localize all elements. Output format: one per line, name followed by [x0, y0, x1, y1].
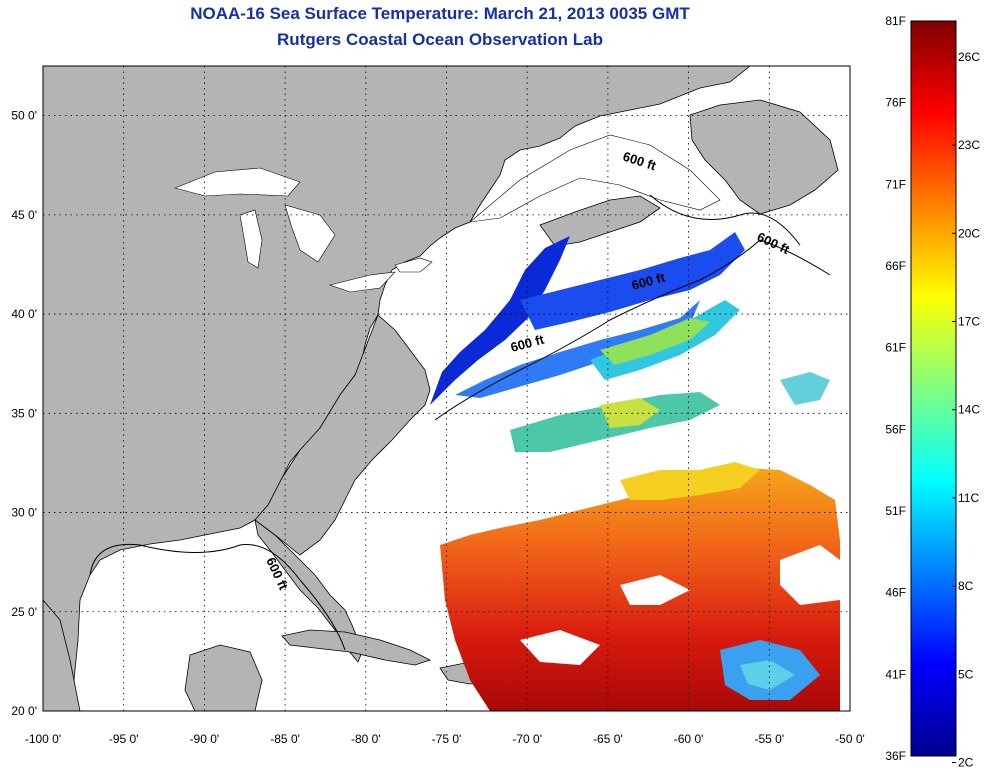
- colorbar-fahrenheit-label: 71F: [885, 177, 906, 191]
- colorbar-fahrenheit-label: 66F: [885, 259, 906, 273]
- colorbar-fahrenheit-label: 76F: [885, 96, 906, 110]
- longitude-tick-label: -75 0': [432, 732, 462, 746]
- land-us-east: [254, 314, 431, 556]
- longitude-labels: -100 0' -95 0' -90 0' -85 0' -80 0' -75 0' -70…: [25, 732, 865, 746]
- colorbar-fahrenheit-label: 36F: [885, 749, 906, 763]
- map-title: NOAA-16 Sea Surface Temperature: March 2…: [190, 4, 690, 23]
- land-yucatan: [43, 599, 263, 711]
- longitude-tick-label: -65 0': [593, 732, 623, 746]
- land-nova-scotia: [539, 195, 661, 247]
- land-newfoundland: [689, 99, 839, 215]
- colorbar-celsius-label: 8C: [958, 579, 974, 593]
- latitude-tick-label: 35 0': [11, 406, 37, 420]
- colorbar-fahrenheit-label: 81F: [885, 14, 906, 28]
- sst-mid-band: [510, 300, 830, 452]
- sst-cold-shelf: [430, 232, 745, 405]
- longitude-tick-label: -70 0': [512, 732, 542, 746]
- contour-600ft: [89, 194, 831, 651]
- great-lakes: [174, 167, 433, 293]
- longitude-tick-label: -85 0': [270, 732, 300, 746]
- latitude-tick-label: 45 0': [11, 208, 37, 222]
- longitude-tick-label: -60 0': [674, 732, 704, 746]
- longitude-tick-label: -100 0': [25, 732, 61, 746]
- latitude-tick-label: 40 0': [11, 307, 37, 321]
- colorbar-celsius-label: 5C: [958, 667, 974, 681]
- longitude-tick-label: -50 0': [835, 732, 865, 746]
- colorbar-celsius-labels: 26C 23C 20C 17C 14C 11C 8C 5C 2C: [952, 50, 980, 770]
- colorbar-fahrenheit-label: 56F: [885, 422, 906, 436]
- land-florida: [254, 519, 363, 663]
- longitude-tick-label: -95 0': [109, 732, 139, 746]
- latitude-tick-label: 50 0': [11, 109, 37, 123]
- colorbar-celsius-label: 23C: [958, 138, 980, 152]
- latitude-tick-label: 20 0': [11, 704, 37, 718]
- map-subtitle: Rutgers Coastal Ocean Observation Lab: [277, 30, 603, 49]
- latitude-tick-label: 30 0': [11, 506, 37, 520]
- latitude-labels: 50 0' 45 0' 40 0' 35 0' 30 0' 25 0' 20 0': [11, 109, 37, 718]
- land-cuba: [281, 629, 432, 666]
- colorbar-fahrenheit-labels: 81F 76F 71F 66F 61F 56F 51F 46F 41F 36F: [885, 14, 906, 763]
- colorbar-fahrenheit-label: 41F: [885, 667, 906, 681]
- map-graticule: [43, 66, 850, 711]
- colorbar-celsius-label: 26C: [958, 50, 980, 64]
- latitude-tick-label: 25 0': [11, 605, 37, 619]
- colorbar-celsius-label: 14C: [958, 403, 980, 417]
- colorbar-fahrenheit-label: 61F: [885, 341, 906, 355]
- colorbar-fahrenheit-label: 51F: [885, 504, 906, 518]
- colorbar-fahrenheit-label: 46F: [885, 586, 906, 600]
- st-lawrence: [469, 134, 721, 223]
- colorbar-celsius-label: 11C: [958, 491, 979, 505]
- colorbar-celsius-label: 2C: [958, 756, 974, 770]
- colorbar-gradient: [910, 20, 957, 757]
- land-north-america: [43, 66, 751, 711]
- longitude-tick-label: -90 0': [190, 732, 220, 746]
- longitude-tick-label: -55 0': [754, 732, 784, 746]
- colorbar-celsius-label: 20C: [958, 226, 980, 240]
- longitude-tick-label: -80 0': [351, 732, 381, 746]
- sst-cool-patches: [520, 462, 840, 700]
- colorbar-celsius-label: 17C: [958, 315, 980, 329]
